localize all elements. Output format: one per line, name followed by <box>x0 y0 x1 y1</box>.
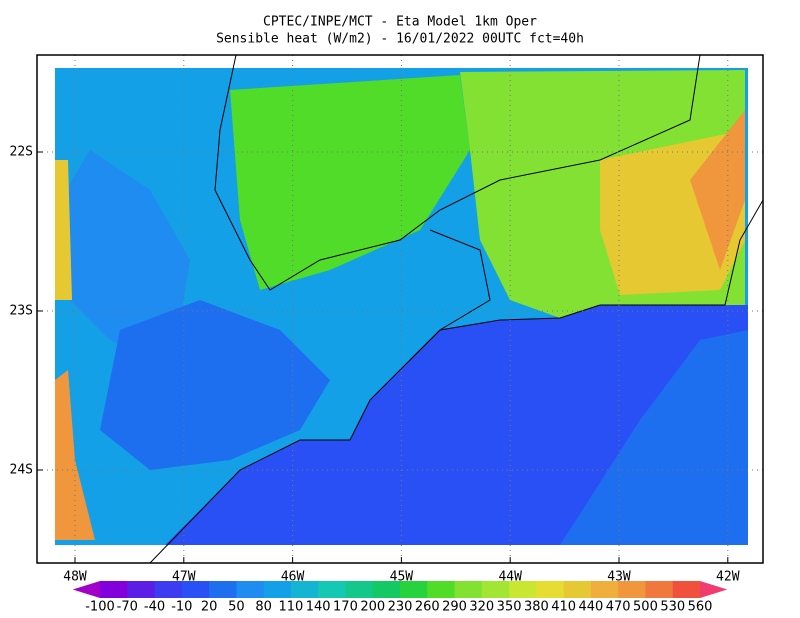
colorbar-label: -100 <box>85 600 115 615</box>
colorbar-box <box>645 581 674 598</box>
lon-label: 46W <box>281 570 305 585</box>
colorbar-arrow <box>72 581 100 598</box>
colorbar-label: 20 <box>201 600 218 615</box>
colorbar-label: 80 <box>255 600 272 615</box>
colorbar-box <box>400 581 428 598</box>
colorbar-box <box>236 581 265 598</box>
colorbar-box <box>100 581 128 598</box>
colorbar-box <box>181 581 210 598</box>
colorbar-label: 440 <box>578 600 603 615</box>
colorbar-label: 290 <box>442 600 467 615</box>
state-border <box>214 54 701 291</box>
colorbar-box <box>209 581 237 598</box>
lon-label: 48W <box>63 570 87 585</box>
colorbar-label: 470 <box>606 600 631 615</box>
colorbar-label: 320 <box>469 600 494 615</box>
colorbar-box <box>454 581 483 598</box>
lon-label: 47W <box>172 570 196 585</box>
field <box>55 68 748 545</box>
colorbar-box <box>154 581 183 598</box>
lat-label: 23S <box>10 304 33 319</box>
lon-label: 43W <box>607 570 631 585</box>
field-patch <box>55 160 72 300</box>
lat-label: 24S <box>10 463 33 478</box>
colorbar-label: 50 <box>228 600 245 615</box>
colorbar-box <box>127 581 156 598</box>
colorbar-box <box>372 581 401 598</box>
colorbar-label: -10 <box>171 600 192 615</box>
colorbar-box <box>618 581 646 598</box>
colorbar-label: 560 <box>688 600 713 615</box>
field-patch <box>100 300 330 470</box>
colorbar-box <box>263 581 292 598</box>
map-frame <box>36 54 764 564</box>
colorbar-box <box>290 581 319 598</box>
colorbar-box <box>672 581 701 598</box>
title-line: CPTEC/INPE/MCT - Eta Model 1km Oper <box>263 15 537 30</box>
field-patch <box>230 75 470 290</box>
field-patch <box>55 370 95 540</box>
lon-label: 45W <box>390 570 414 585</box>
colorbar: -100 -70 -40 -10 20 50 80 110 140 170 200 230 260 290… <box>72 581 728 615</box>
colorbar-box <box>590 581 619 598</box>
colorbar-label: 500 <box>633 600 658 615</box>
colorbar-label: 410 <box>551 600 576 615</box>
colorbar-box <box>481 581 510 598</box>
graticule <box>37 55 763 563</box>
lon-label: 44W <box>498 570 522 585</box>
colorbar-label: 170 <box>333 600 358 615</box>
field-patch <box>60 150 190 360</box>
field-patch <box>690 110 745 270</box>
colorbar-label: 200 <box>360 600 385 615</box>
colorbar-label: -40 <box>144 600 165 615</box>
colorbar-label: 110 <box>278 600 303 615</box>
colorbar-label: 530 <box>660 600 685 615</box>
colorbar-box <box>563 581 592 598</box>
colorbar-box <box>509 581 537 598</box>
colorbar-label: 350 <box>497 600 522 615</box>
lon-label: 42W <box>716 570 740 585</box>
colorbar-label: -70 <box>117 600 138 615</box>
colorbar-box <box>345 581 374 598</box>
field-patch <box>560 330 748 545</box>
colorbar-arrow <box>700 581 728 598</box>
colorbar-label: 380 <box>524 600 549 615</box>
title-line: Sensible heat (W/m2) - 16/01/2022 00UTC … <box>216 32 584 47</box>
colorbar-label: 140 <box>306 600 331 615</box>
state-border <box>409 229 491 361</box>
colorbar-box <box>536 581 565 598</box>
colorbar-box <box>427 581 456 598</box>
colorbar-label: 260 <box>415 600 440 615</box>
colorbar-box <box>318 581 346 598</box>
colorbar-label: 230 <box>388 600 413 615</box>
lat-label: 22S <box>10 145 33 160</box>
